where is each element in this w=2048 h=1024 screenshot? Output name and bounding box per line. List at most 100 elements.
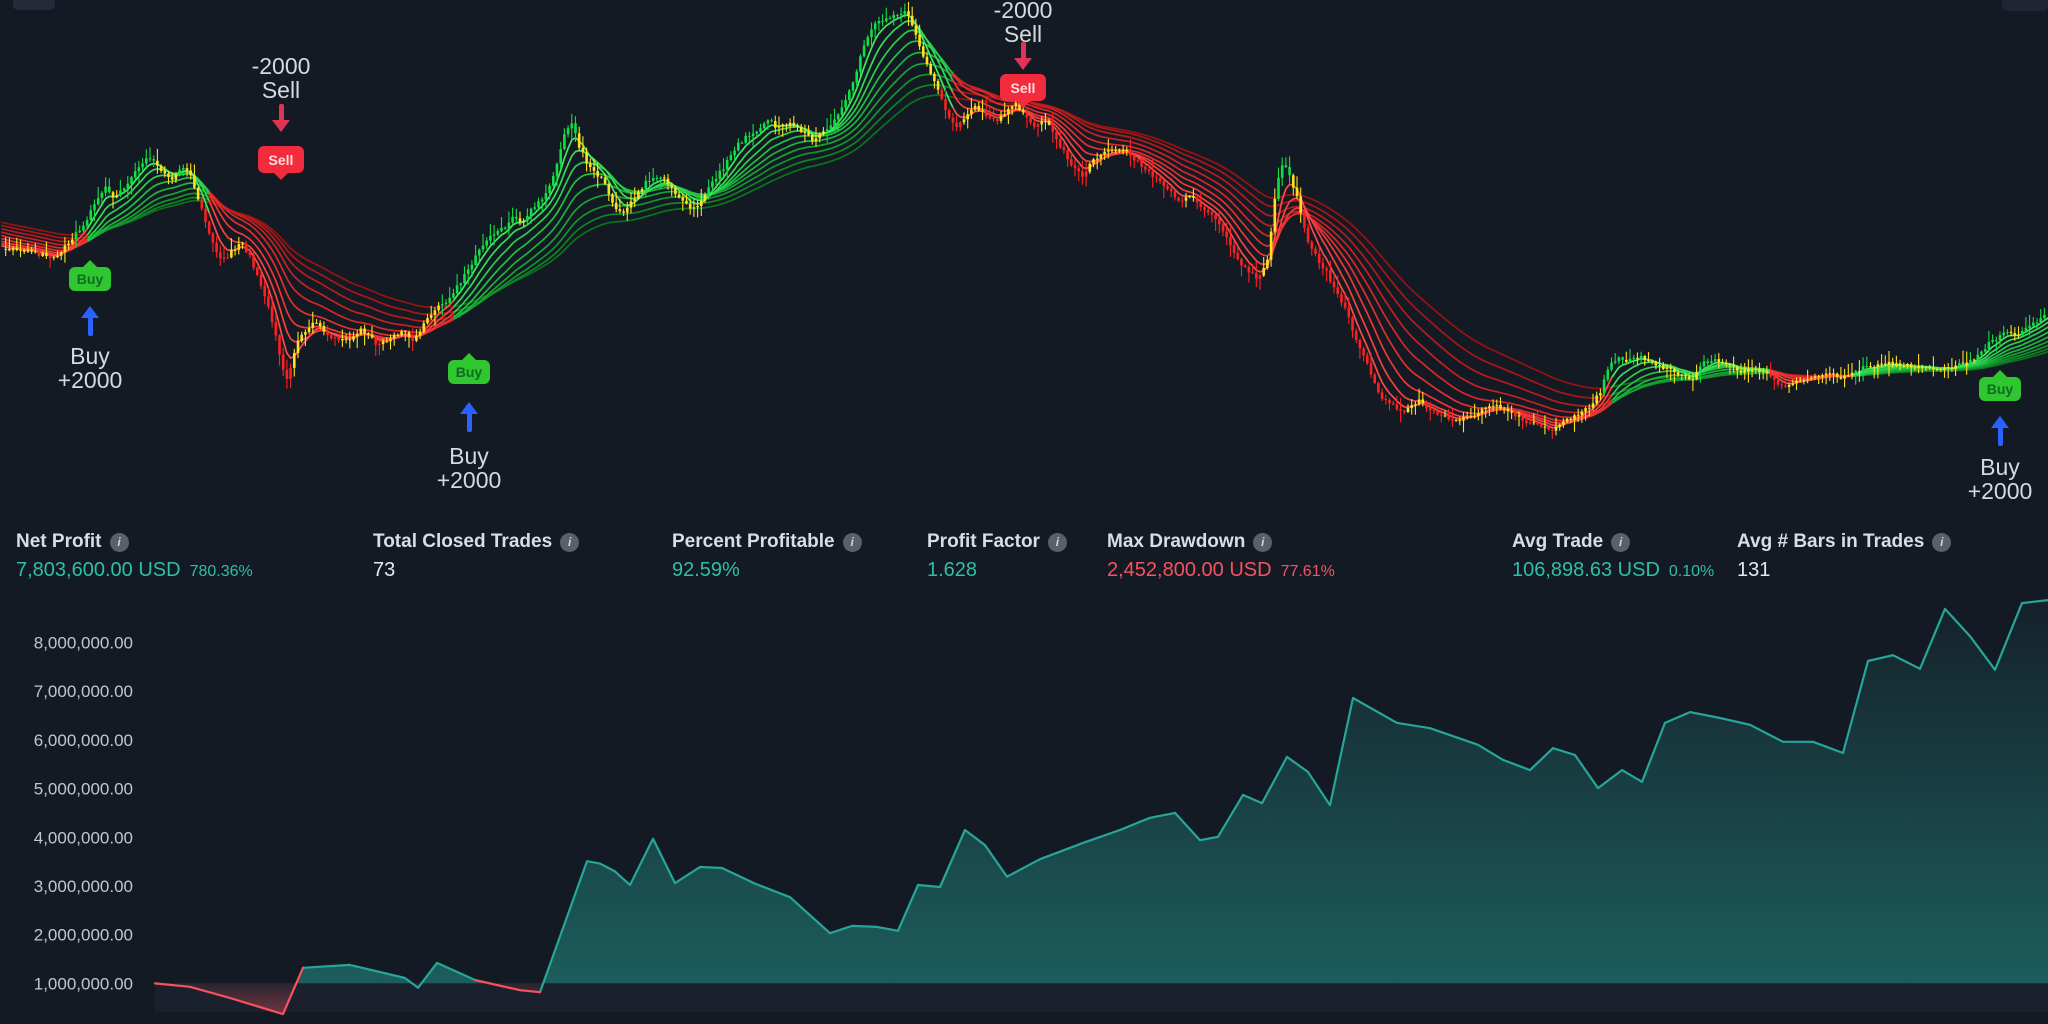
candle-body xyxy=(907,11,910,16)
candle-body xyxy=(1602,379,1606,393)
candle-body xyxy=(922,46,925,57)
candle-body xyxy=(174,174,178,180)
candle-body xyxy=(940,89,944,100)
candle-body xyxy=(751,133,755,136)
candle-body xyxy=(692,207,696,209)
candle-body xyxy=(96,197,100,205)
candle-body xyxy=(1935,369,1939,371)
candle-body xyxy=(2020,331,2024,336)
candle-body xyxy=(1262,268,1265,276)
candle-body xyxy=(1710,361,1713,363)
info-icon[interactable]: i xyxy=(560,532,580,552)
candle-body xyxy=(1998,335,2002,340)
candle-body xyxy=(1118,149,1121,152)
candle-body xyxy=(1214,214,1217,220)
candle-body xyxy=(2009,331,2013,334)
candle-body xyxy=(1784,385,1787,387)
candle-body xyxy=(1458,420,1462,422)
candle-body xyxy=(2039,318,2042,323)
candle-body xyxy=(326,331,329,335)
candle-body xyxy=(603,177,607,184)
candle-body xyxy=(988,116,992,119)
candle-body xyxy=(1510,411,1513,413)
marker-quantity-label: -2000 Sell xyxy=(196,54,366,102)
candle-body xyxy=(1965,362,1968,366)
top-right-toolbar-stub[interactable] xyxy=(2002,0,2048,11)
candle-body xyxy=(1732,364,1735,367)
candle-body xyxy=(1266,259,1269,268)
info-icon[interactable]: i xyxy=(1611,532,1631,552)
candle-body xyxy=(466,269,470,274)
candle-body xyxy=(1946,367,1950,369)
candle-body xyxy=(211,233,215,243)
y-axis-label: 5,000,000.00 xyxy=(34,780,133,799)
stat-percent: 77.61% xyxy=(1280,563,1335,580)
candle-body xyxy=(507,222,511,229)
candle-body xyxy=(1491,406,1495,408)
equity-curve-chart[interactable]: 8,000,000.00 7,000,000.00 6,000,000.00 5,00… xyxy=(0,520,2048,1024)
candle-body xyxy=(1317,253,1321,263)
candle-body xyxy=(422,323,426,332)
candle-body xyxy=(378,344,381,345)
candle-body xyxy=(1084,171,1088,177)
candle-body xyxy=(1517,415,1521,417)
candle-body xyxy=(48,256,52,259)
candle-body xyxy=(1121,150,1125,152)
candle-body xyxy=(455,285,459,294)
candle-body xyxy=(1514,412,1517,417)
candle-body xyxy=(170,177,174,180)
info-icon[interactable]: i xyxy=(109,532,129,552)
candle-body xyxy=(1325,268,1328,271)
candle-body xyxy=(1299,196,1302,213)
candle-body xyxy=(1421,399,1425,403)
stat-value: 73 xyxy=(373,559,396,581)
candle-body xyxy=(1447,415,1450,420)
candle-body xyxy=(1872,367,1876,369)
candle-body xyxy=(503,227,507,229)
y-axis-label: 2,000,000.00 xyxy=(34,926,133,945)
stat-label: Profit Factor xyxy=(927,531,1040,552)
candle-body xyxy=(8,248,11,251)
info-icon[interactable]: i xyxy=(842,532,862,552)
candle-body xyxy=(1440,414,1443,416)
candle-body xyxy=(1551,429,1554,431)
candle-body xyxy=(222,257,226,259)
info-icon[interactable]: i xyxy=(1047,532,1067,552)
top-left-toolbar-stub[interactable] xyxy=(13,0,55,10)
candle-body xyxy=(1107,150,1110,152)
candle-body xyxy=(459,283,463,286)
candle-body xyxy=(89,210,93,221)
candle-body xyxy=(947,109,951,118)
candle-body xyxy=(1403,410,1406,412)
candle-body xyxy=(1758,368,1761,372)
price-candlestick-chart[interactable] xyxy=(0,0,2048,520)
candle-body xyxy=(1484,408,1487,410)
candle-body xyxy=(848,90,851,100)
y-axis-label: 4,000,000.00 xyxy=(34,828,133,847)
candle-body xyxy=(59,252,63,256)
candle-body xyxy=(1195,197,1199,203)
stat-avg-trade: Avg Trade i 106,898.63 USD 0.10% xyxy=(1512,531,1714,582)
candle-body xyxy=(1632,357,1635,359)
candle-body xyxy=(1909,364,1913,368)
candle-body xyxy=(1884,363,1887,365)
candle-body xyxy=(1569,418,1573,420)
candle-body xyxy=(1717,359,1721,362)
candle-body xyxy=(833,119,836,126)
candle-body xyxy=(1902,365,1906,367)
buy-signal-badge[interactable]: Buy xyxy=(448,353,490,384)
candle-body xyxy=(1166,186,1169,189)
buy-signal-badge[interactable]: Buy xyxy=(69,260,111,291)
sell-signal-badge[interactable]: Sell xyxy=(1000,74,1046,108)
candle-body xyxy=(585,152,588,164)
candle-body xyxy=(1273,199,1277,232)
candle-body xyxy=(740,142,744,144)
candle-body xyxy=(792,122,796,126)
sell-signal-badge[interactable]: Sell xyxy=(258,146,304,180)
candle-body xyxy=(566,128,570,135)
info-icon[interactable]: i xyxy=(1932,532,1952,552)
candle-body xyxy=(1562,421,1565,425)
info-icon[interactable]: i xyxy=(1253,532,1273,552)
candle-body xyxy=(781,124,784,127)
buy-signal-badge[interactable]: Buy xyxy=(1979,370,2021,401)
